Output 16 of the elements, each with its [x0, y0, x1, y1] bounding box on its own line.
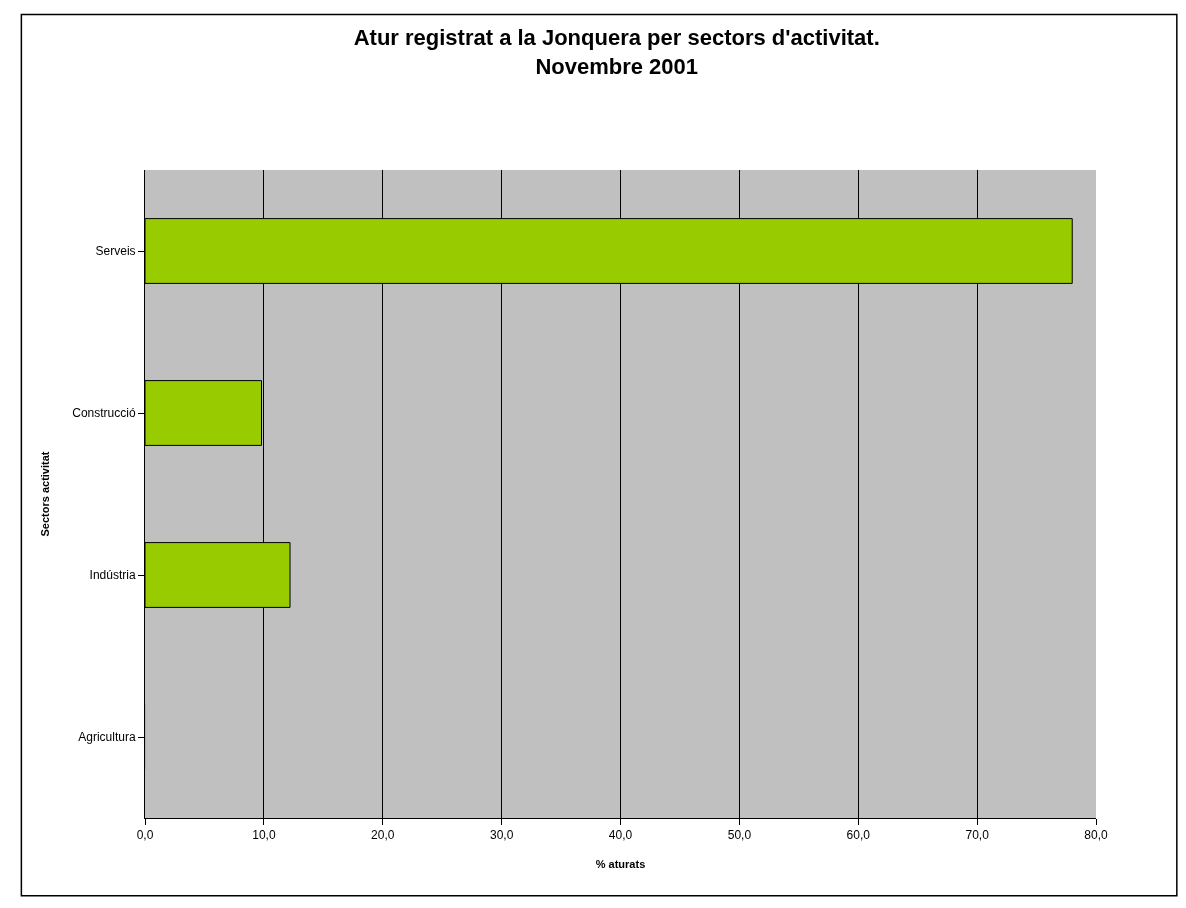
x-tick-label: 0,0 [136, 828, 154, 843]
chart-title: Atur registrat a la Jonquera per sectors d'activitat. Novembre 2001 [353, 25, 880, 79]
x-tick-label: 70,0 [965, 828, 990, 843]
x-tick-label: 80,0 [1084, 828, 1108, 843]
y-tick-label: Construcció [72, 406, 136, 421]
x-tick-label: 50,0 [727, 828, 752, 843]
y-tick-label: Agricultura [78, 730, 136, 745]
x-tick-label: 10,0 [252, 828, 276, 843]
y-tick-label: Indústria [89, 568, 136, 583]
x-tick-label: 20,0 [371, 828, 395, 843]
x-axis-title: % aturats [595, 857, 646, 870]
x-tick-label: 30,0 [489, 828, 514, 843]
x-tick-label: 60,0 [846, 828, 871, 843]
x-tick-label: 40,0 [608, 828, 633, 843]
y-axis-title: Sectors activitat [38, 451, 51, 537]
y-tick-label: Serveis [95, 244, 136, 259]
